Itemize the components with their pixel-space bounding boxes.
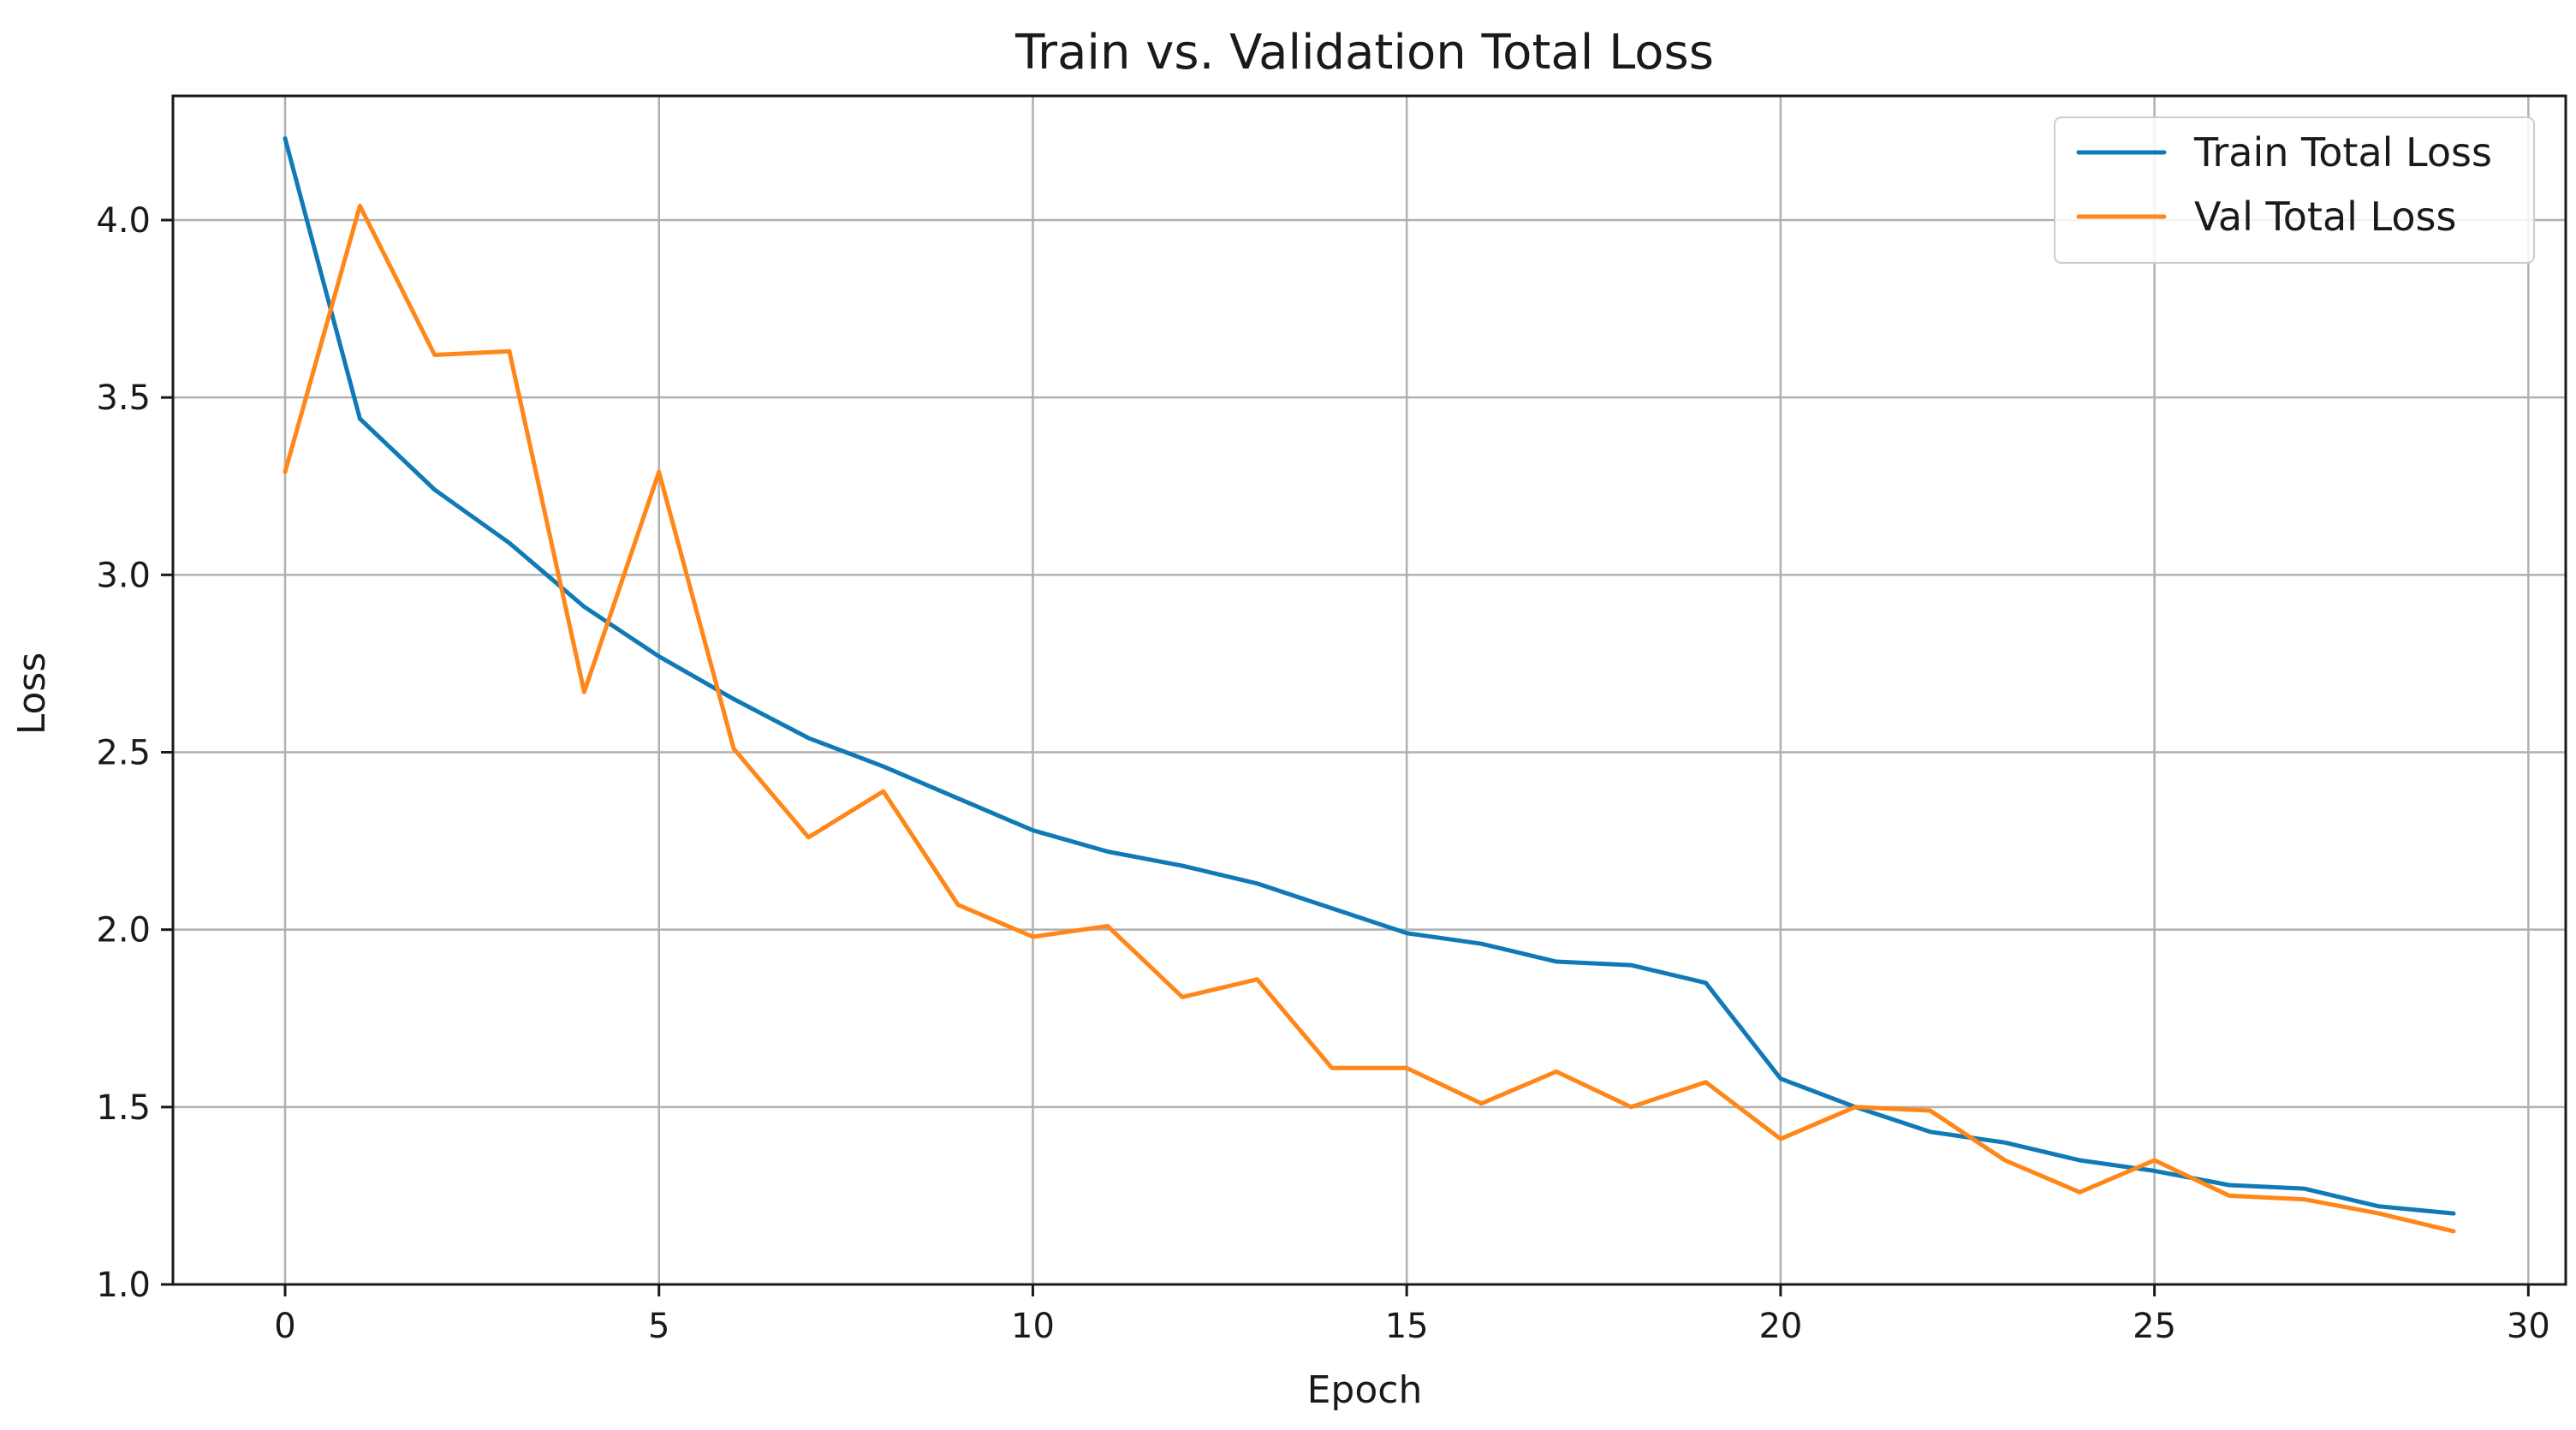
x-tick-label: 20 bbox=[1758, 1307, 1802, 1346]
x-tick-label: 0 bbox=[274, 1307, 295, 1346]
y-tick-label: 2.5 bbox=[96, 734, 151, 773]
y-axis-label: Loss bbox=[10, 652, 54, 736]
legend-label-val: Val Total Loss bbox=[2194, 194, 2456, 240]
y-tick-label: 1.5 bbox=[96, 1088, 151, 1128]
x-tick-label: 5 bbox=[648, 1307, 669, 1346]
y-tick-label: 3.0 bbox=[96, 556, 151, 595]
chart-title: Train vs. Validation Total Loss bbox=[1014, 25, 1714, 80]
x-tick-label: 25 bbox=[2133, 1307, 2176, 1346]
y-tick-label: 3.5 bbox=[96, 378, 151, 418]
y-tick-label: 4.0 bbox=[96, 201, 151, 241]
train-loss-line bbox=[283, 136, 2456, 1216]
y-tick-label: 2.0 bbox=[96, 911, 151, 950]
axis-ticks: 0 5 10 15 20 25 30 1.0 1.5 2.0 2.5 3.0 3.5 4.0 bbox=[96, 201, 2549, 1346]
series-lines bbox=[283, 136, 2456, 1234]
x-axis-label: Epoch bbox=[1307, 1368, 1423, 1412]
y-tick-label: 1.0 bbox=[96, 1266, 151, 1305]
plot-frame bbox=[171, 94, 2567, 1286]
legend-label-train: Train Total Loss bbox=[2193, 129, 2492, 176]
legend: Train Total Loss Val Total Loss bbox=[2054, 116, 2535, 264]
legend-box bbox=[2054, 116, 2535, 264]
val-loss-line bbox=[283, 203, 2456, 1234]
x-tick-label: 15 bbox=[1385, 1307, 1429, 1346]
x-tick-label: 30 bbox=[2507, 1307, 2550, 1346]
x-tick-label: 10 bbox=[1011, 1307, 1055, 1346]
